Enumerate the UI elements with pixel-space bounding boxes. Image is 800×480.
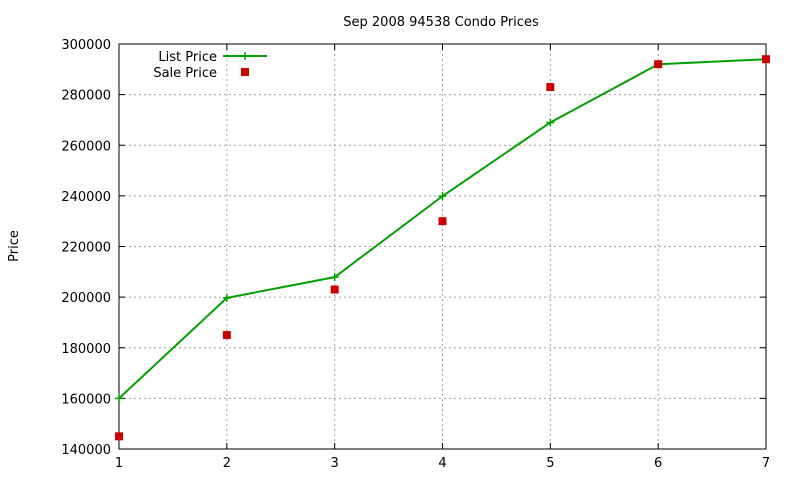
sale-price-point [438,217,447,226]
y-tick-label: 240000 [61,190,111,205]
x-tick-label: 3 [331,456,339,471]
x-tick-label: 2 [223,456,231,471]
series-layer [115,55,770,441]
tick-layer: 1 2 3 4 5 6 7 140000 160000 180000 200000 220000 240… [61,38,770,471]
y-tick-label: 200000 [61,291,111,306]
sale-price-point [654,60,663,69]
sale-price-point [222,331,231,340]
y-tick-label: 160000 [61,392,111,407]
x-tick-label: 1 [115,456,123,471]
y-tick-label: 180000 [61,342,111,357]
y-tick-label: 140000 [61,443,111,458]
list-price-point [546,118,555,127]
x-tick-label: 5 [546,456,554,471]
legend-marker-list-price [241,52,249,60]
legend-label-sale-price: Sale Price [153,66,217,81]
x-tick-label: 6 [654,456,662,471]
chart-title: Sep 2008 94538 Condo Prices [343,15,539,30]
list-price-point [438,192,447,201]
sale-price-point [330,285,339,294]
y-axis-label: Price [7,230,22,262]
x-tick-label: 7 [762,456,770,471]
y-tick-label: 260000 [61,139,111,154]
grid-layer [119,44,766,449]
list-price-point [115,394,123,403]
y-tick-label: 300000 [61,38,111,53]
sale-price-point [762,55,770,64]
list-price-point [330,273,339,282]
sale-price-point [546,83,555,92]
sale-price-point [115,432,123,441]
legend: List Price Sale Price [153,50,267,81]
list-price-point [222,293,231,302]
x-tick-label: 4 [438,456,446,471]
legend-label-list-price: List Price [158,50,217,65]
y-tick-label: 220000 [61,241,111,256]
legend-marks [223,52,267,76]
legend-marker-sale-price [241,68,249,76]
y-tick-label: 280000 [61,89,111,104]
